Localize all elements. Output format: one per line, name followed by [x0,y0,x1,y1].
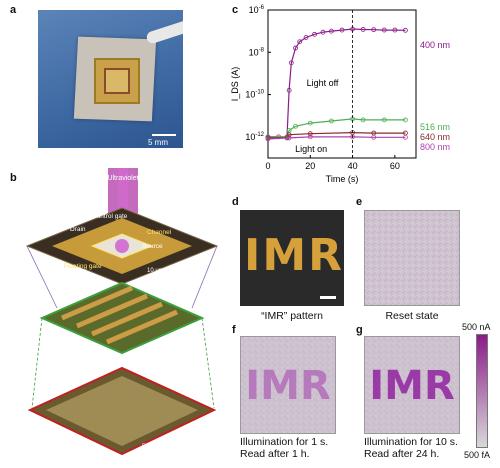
x-tick-label: 60 [390,161,400,171]
light-off-label: Light off [307,78,339,88]
panel-c-label: c [232,4,239,16]
source-label: Source [142,243,163,250]
legend-entry: 640 nm [420,132,450,142]
y-tick-exponent: -10 [255,90,264,96]
y-tick-label: 10-6 [249,5,265,15]
uv-label: Ultraviolet [107,175,138,182]
data-point [381,27,387,33]
data-point [286,135,292,141]
caption-g: Illumination for 10 s. Read after 24 h. [364,436,480,460]
caption-g-line2: Read after 24 h. [364,448,440,460]
data-point [288,60,294,66]
plot-frame [267,9,417,159]
data-point [360,27,366,32]
scale-top-label: 10 μm [147,268,164,274]
scale-bar-d [320,296,336,299]
tweezers [145,19,183,45]
data-point [371,27,377,33]
data-point [293,123,298,129]
y-axis-label: I_DS (A) [230,67,240,102]
read-24h-map: IMR [364,336,460,434]
x-axis-ticks: 0 20 40 60 [265,155,400,171]
imr-pattern-text: IMR [244,230,344,281]
colorbar-min-label: 500 fA [464,450,491,460]
data-point [312,31,317,37]
legend-entry: 800 nm [420,142,450,152]
caption-f-line2: Read after 1 h. [240,448,310,460]
data-point [339,27,345,33]
data-point [265,136,271,142]
colorbar-max-label: 500 nA [462,322,491,332]
data-point [329,28,334,34]
series-layer [265,26,408,142]
current-time-chart: 10-12 10-10 10-8 10-6 0 20 40 60 Light off Lig… [230,5,450,184]
caption-f: Illumination for 1 s. Read after 1 h. [240,436,350,460]
imr-pattern-image: IMR [240,210,344,306]
panel-f-label: f [232,324,236,336]
imr-strong-text: IMR [369,363,455,409]
scale-label-a: 5 mm [148,138,168,147]
data-point [320,29,326,35]
read-1h-map: IMR [240,336,336,434]
data-point [293,45,298,51]
y-tick-exponent: -12 [255,132,264,138]
data-point [403,134,408,140]
data-point [286,87,292,93]
y-tick-label: 10-8 [249,47,265,57]
data-point [381,117,387,123]
chip-array [94,58,140,104]
imr-faded-text: IMR [245,363,331,409]
data-point [371,134,377,140]
series-line [267,136,406,140]
data-point [350,134,355,140]
panel-g-label: g [356,324,363,336]
scale-mid-label: 40 μm [156,340,173,346]
colorbar [476,334,488,448]
x-tick-label: 40 [348,161,358,171]
y-tick-exponent: -8 [259,47,265,53]
panel-a-label: a [10,4,17,16]
y-tick-label: 10-10 [245,90,264,100]
caption-e: Reset state [385,310,439,322]
control-gate-label: Control gate [92,213,128,220]
data-point [297,39,303,45]
device-schematic: Ultraviolet Control gate Channel Drain S… [25,168,219,456]
panel-d-label: d [232,196,239,208]
scale-bar-a [152,134,176,136]
x-tick-label: 0 [265,161,270,171]
caption-d: “IMR” pattern [261,310,323,322]
y-axis-ticks: 10-12 10-10 10-8 10-6 [245,5,271,142]
y-tick-exponent: -6 [259,5,265,11]
caption-f-line1: Illumination for 1 s. [240,436,329,448]
data-point [403,27,408,33]
scale-bot-label: 500 μm [142,444,162,450]
y-tick-label: 10-12 [245,132,264,142]
data-point [307,131,313,137]
channel-label: Channel [147,229,172,236]
series-line [268,118,406,138]
x-axis-label: Time (s) [326,174,359,184]
data-point [329,118,334,124]
caption-g-line1: Illumination for 10 s. [364,436,458,448]
legend-entry: 516 nm [420,122,450,132]
data-point [303,35,309,40]
data-point [403,117,408,123]
panel-b-label: b [10,172,17,184]
reset-state-map [364,210,460,306]
data-point [307,134,313,140]
device-photo: 5 mm [38,10,183,148]
data-point [286,132,292,138]
x-tick-label: 20 [305,161,315,171]
data-point [392,27,398,33]
legend-entry: 400 nm [420,40,450,50]
drain-label: Drain [70,226,86,233]
data-point [360,117,366,123]
floating-gate-label: Floating gate [64,263,102,270]
light-on-label: Light on [295,144,327,154]
panel-e-label: e [356,196,363,208]
uv-spot [115,239,129,253]
data-point [307,120,313,126]
